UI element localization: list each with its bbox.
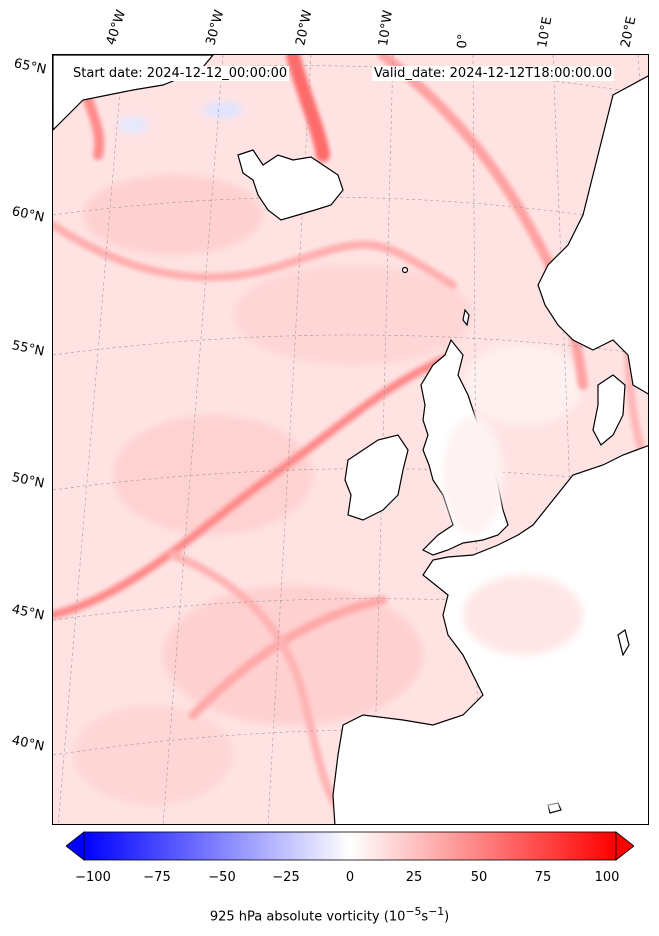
colorbar-tick: 75 bbox=[534, 870, 552, 885]
lat-label-40n: 40°N bbox=[10, 733, 46, 755]
colorbar bbox=[66, 831, 634, 861]
colorbar-gradient bbox=[83, 831, 617, 861]
colorbar-tick: 100 bbox=[594, 870, 620, 885]
colorbar-tick: 0 bbox=[345, 870, 355, 885]
colorbar-tick: −25 bbox=[272, 870, 300, 885]
lat-label-45n: 45°N bbox=[10, 602, 46, 624]
lon-label-30w: 30°W bbox=[203, 8, 228, 47]
colorbar-tick: 50 bbox=[470, 870, 488, 885]
lat-label-65n: 65°N bbox=[12, 56, 48, 78]
lon-label-10w: 10°W bbox=[376, 9, 396, 47]
colorbar-label: 925 hPa absolute vorticity (10−5s−1) bbox=[209, 905, 450, 925]
lon-label-40w: 40°W bbox=[103, 8, 130, 47]
colorbar-min-arrow bbox=[66, 831, 85, 861]
lon-label-0: 0° bbox=[455, 33, 472, 49]
land-field bbox=[353, 415, 593, 815]
lat-label-60n: 60°N bbox=[10, 204, 46, 226]
valid-date-text: Valid_date: 2024-12-12T18:00:00.00 bbox=[372, 66, 615, 81]
colorbar-max-arrow bbox=[615, 831, 634, 861]
colorbar-tick: −50 bbox=[208, 870, 236, 885]
colorbar-tick: 25 bbox=[405, 870, 423, 885]
lat-label-55n: 55°N bbox=[10, 338, 46, 360]
colorbar-tick: −100 bbox=[75, 870, 111, 885]
lon-label-20w: 20°W bbox=[293, 8, 316, 47]
map-canvas bbox=[53, 55, 648, 824]
lat-label-50n: 50°N bbox=[10, 470, 46, 492]
lon-label-10e: 10°E bbox=[535, 15, 556, 49]
colorbar-tick: −75 bbox=[143, 870, 171, 885]
start-date-text: Start date: 2024-12-12_00:00:00 bbox=[71, 66, 290, 81]
lon-label-20e: 20°E bbox=[618, 15, 640, 50]
vorticity-map[interactable] bbox=[52, 54, 649, 825]
